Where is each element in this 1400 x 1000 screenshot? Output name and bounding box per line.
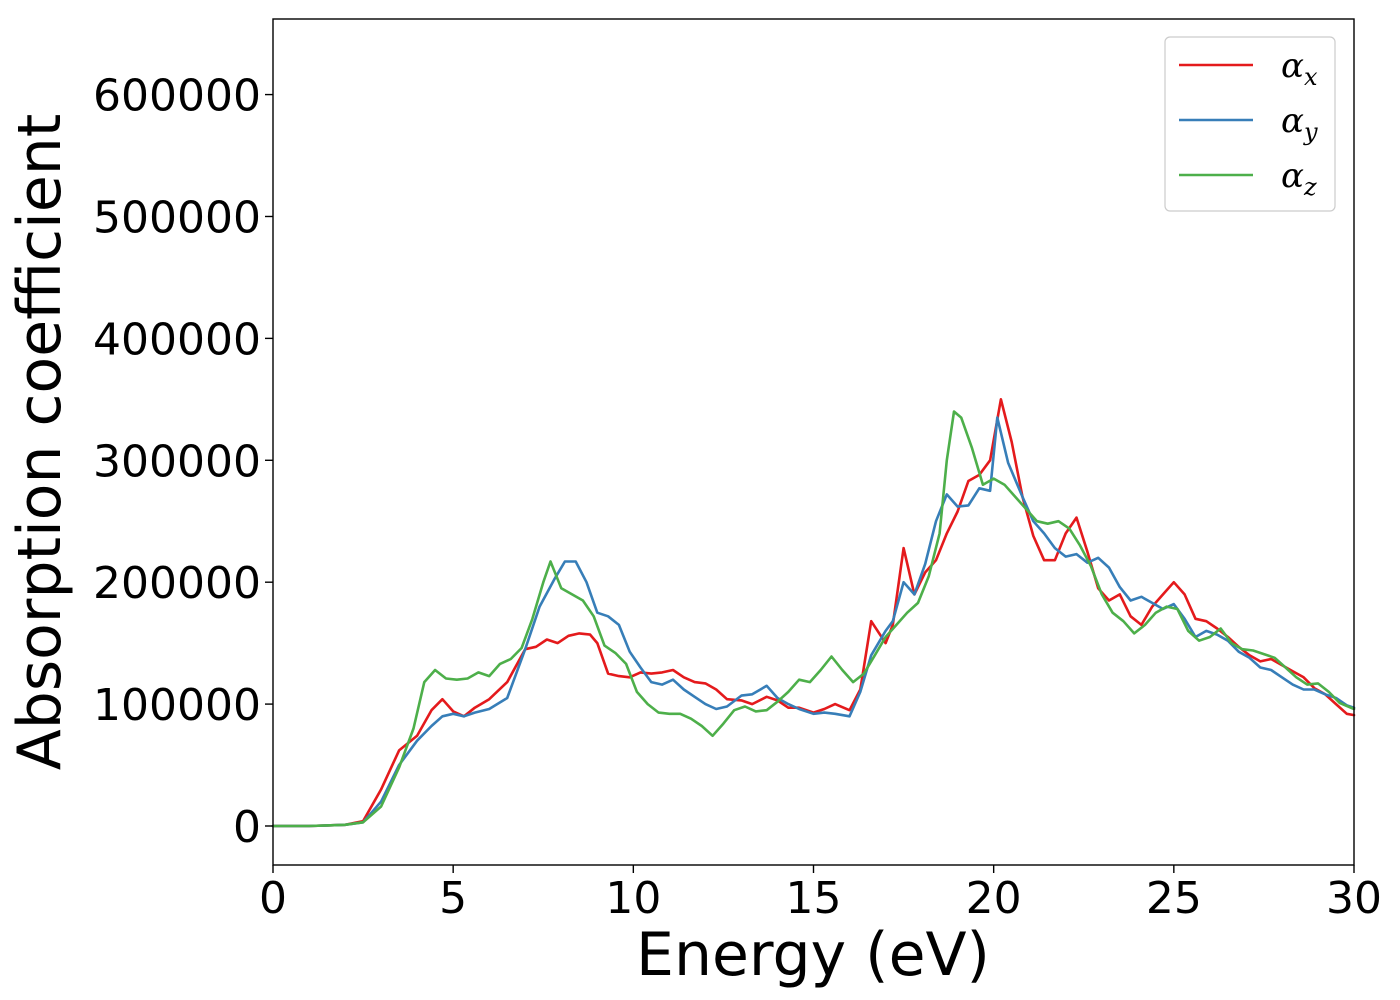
x-tick-label: 0 — [259, 873, 287, 924]
x-tick-label: 20 — [966, 873, 1022, 924]
y-tick-label: 500000 — [93, 192, 261, 243]
series-lines — [271, 398, 1356, 828]
x-axis-ticks: 0 5 10 15 20 25 30 — [259, 865, 1382, 924]
series-line-z — [271, 410, 1356, 828]
legend: αx αy αz — [1164, 36, 1336, 212]
x-tick-label: 25 — [1146, 873, 1202, 924]
y-tick-label: 0 — [233, 802, 261, 853]
x-tick-label: 5 — [439, 873, 467, 924]
x-tick-label: 30 — [1326, 873, 1382, 924]
y-tick-label: 300000 — [93, 436, 261, 487]
legend-label-y: αy — [1281, 101, 1318, 146]
y-axis-ticks: 0 100000 200000 300000 400000 500000 600000 — [93, 71, 273, 853]
legend-label-z: αz — [1281, 156, 1317, 201]
x-axis-label: Energy (eV) — [636, 920, 990, 990]
x-tick-label: 10 — [605, 873, 661, 924]
y-tick-label: 400000 — [93, 314, 261, 365]
y-tick-label: 200000 — [93, 558, 261, 609]
series-line-x — [271, 398, 1356, 828]
legend-label-x: αx — [1281, 46, 1318, 91]
y-tick-label: 100000 — [93, 680, 261, 731]
legend-box — [1164, 36, 1336, 212]
y-axis-label: Absorption coefficient — [5, 114, 75, 771]
x-tick-label: 15 — [786, 873, 842, 924]
y-tick-label: 600000 — [93, 71, 261, 122]
